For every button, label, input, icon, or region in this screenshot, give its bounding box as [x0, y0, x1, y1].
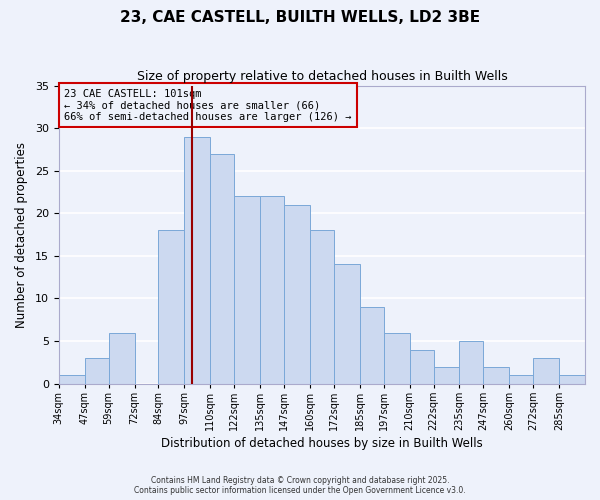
- Bar: [559, 375, 585, 384]
- Bar: [533, 358, 559, 384]
- Y-axis label: Number of detached properties: Number of detached properties: [15, 142, 28, 328]
- Text: 23, CAE CASTELL, BUILTH WELLS, LD2 3BE: 23, CAE CASTELL, BUILTH WELLS, LD2 3BE: [120, 10, 480, 25]
- Bar: [460, 341, 484, 384]
- Bar: [260, 196, 284, 384]
- Bar: [85, 358, 109, 384]
- Bar: [158, 230, 184, 384]
- Bar: [360, 307, 383, 384]
- Bar: [484, 366, 509, 384]
- Bar: [210, 154, 234, 384]
- Text: 23 CAE CASTELL: 101sqm
← 34% of detached houses are smaller (66)
66% of semi-det: 23 CAE CASTELL: 101sqm ← 34% of detached…: [64, 88, 352, 122]
- Bar: [434, 366, 460, 384]
- Text: Contains HM Land Registry data © Crown copyright and database right 2025.
Contai: Contains HM Land Registry data © Crown c…: [134, 476, 466, 495]
- Bar: [284, 205, 310, 384]
- Bar: [59, 375, 85, 384]
- Bar: [383, 332, 410, 384]
- Bar: [109, 332, 134, 384]
- Bar: [234, 196, 260, 384]
- Bar: [184, 136, 210, 384]
- Bar: [410, 350, 434, 384]
- Title: Size of property relative to detached houses in Builth Wells: Size of property relative to detached ho…: [137, 70, 507, 83]
- Bar: [334, 264, 360, 384]
- Bar: [310, 230, 334, 384]
- X-axis label: Distribution of detached houses by size in Builth Wells: Distribution of detached houses by size …: [161, 437, 483, 450]
- Bar: [509, 375, 533, 384]
